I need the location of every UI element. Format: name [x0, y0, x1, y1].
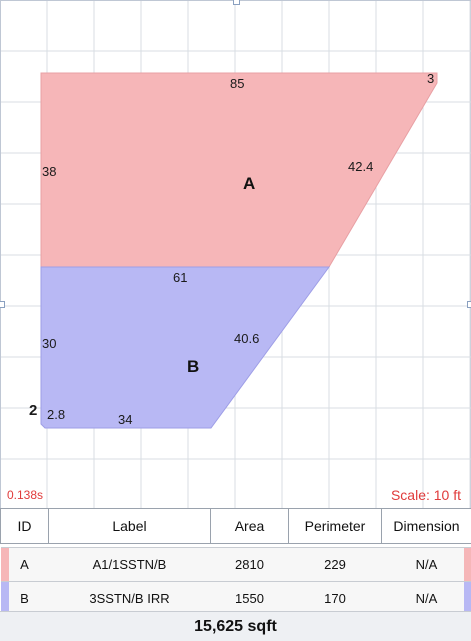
dim-a-left: 38: [42, 164, 56, 179]
row-area: 1550: [211, 582, 289, 616]
total-area-footer: 15,625 sqft: [0, 611, 471, 641]
dim-b-left: 30: [42, 336, 56, 351]
area-table: ID Label Area Perimeter Dimension A A1/1…: [0, 508, 471, 615]
dim-a-top: 85: [230, 76, 244, 91]
header-area[interactable]: Area: [211, 509, 289, 544]
row-id: B: [20, 591, 29, 606]
area-a-polygon[interactable]: [41, 73, 437, 267]
row-perimeter: 170: [289, 582, 382, 616]
header-perimeter[interactable]: Perimeter: [289, 509, 382, 544]
header-dimension[interactable]: Dimension: [382, 509, 471, 544]
row-dimension: N/A: [416, 591, 438, 606]
row-id: A: [20, 557, 29, 572]
area-b-polygon[interactable]: [41, 267, 329, 428]
row-label: 3SSTN/B IRR: [49, 582, 211, 616]
color-swatch: [464, 548, 471, 581]
dim-b-bottom-left: 2.8: [47, 407, 65, 422]
row-dimension-cell: N/A: [382, 582, 471, 616]
row-id-cell: A: [1, 548, 49, 582]
dim-a-corner: 3: [427, 71, 434, 86]
row-perimeter: 229: [289, 548, 382, 582]
row-dimension-cell: N/A: [382, 548, 471, 582]
row-id-cell: B: [1, 582, 49, 616]
header-id[interactable]: ID: [1, 509, 49, 544]
dim-a-diagonal: 42.4: [348, 159, 373, 174]
header-label[interactable]: Label: [49, 509, 211, 544]
canvas-resize-handle[interactable]: [233, 0, 240, 5]
row-label: A1/1SSTN/B: [49, 548, 211, 582]
color-swatch: [1, 548, 9, 581]
table-header-row: ID Label Area Perimeter Dimension: [1, 509, 471, 544]
row-area: 2810: [211, 548, 289, 582]
table-row[interactable]: A A1/1SSTN/B 2810 229 N/A: [1, 548, 471, 582]
area-a-id: A: [243, 174, 255, 193]
sketch-canvas[interactable]: 85 3 38 42.4 A 61 30 40.6 B 2 2.8 34 0.1…: [0, 0, 471, 510]
canvas-resize-handle[interactable]: [0, 301, 5, 308]
dim-b-corner-left: 2: [29, 402, 37, 419]
dim-b-bottom: 34: [118, 412, 132, 427]
table-row[interactable]: B 3SSTN/B IRR 1550 170 N/A: [1, 582, 471, 616]
dim-b-diagonal: 40.6: [234, 331, 259, 346]
canvas-resize-handle[interactable]: [467, 301, 471, 308]
row-dimension: N/A: [416, 557, 438, 572]
render-timer: 0.138s: [7, 488, 43, 502]
sketch-drawing[interactable]: 85 3 38 42.4 A 61 30 40.6 B 2 2.8 34: [1, 1, 471, 511]
dim-b-top: 61: [173, 270, 187, 285]
scale-label: Scale: 10 ft: [391, 487, 461, 503]
area-b-id: B: [187, 357, 199, 376]
total-area-value: 15,625 sqft: [194, 618, 277, 635]
